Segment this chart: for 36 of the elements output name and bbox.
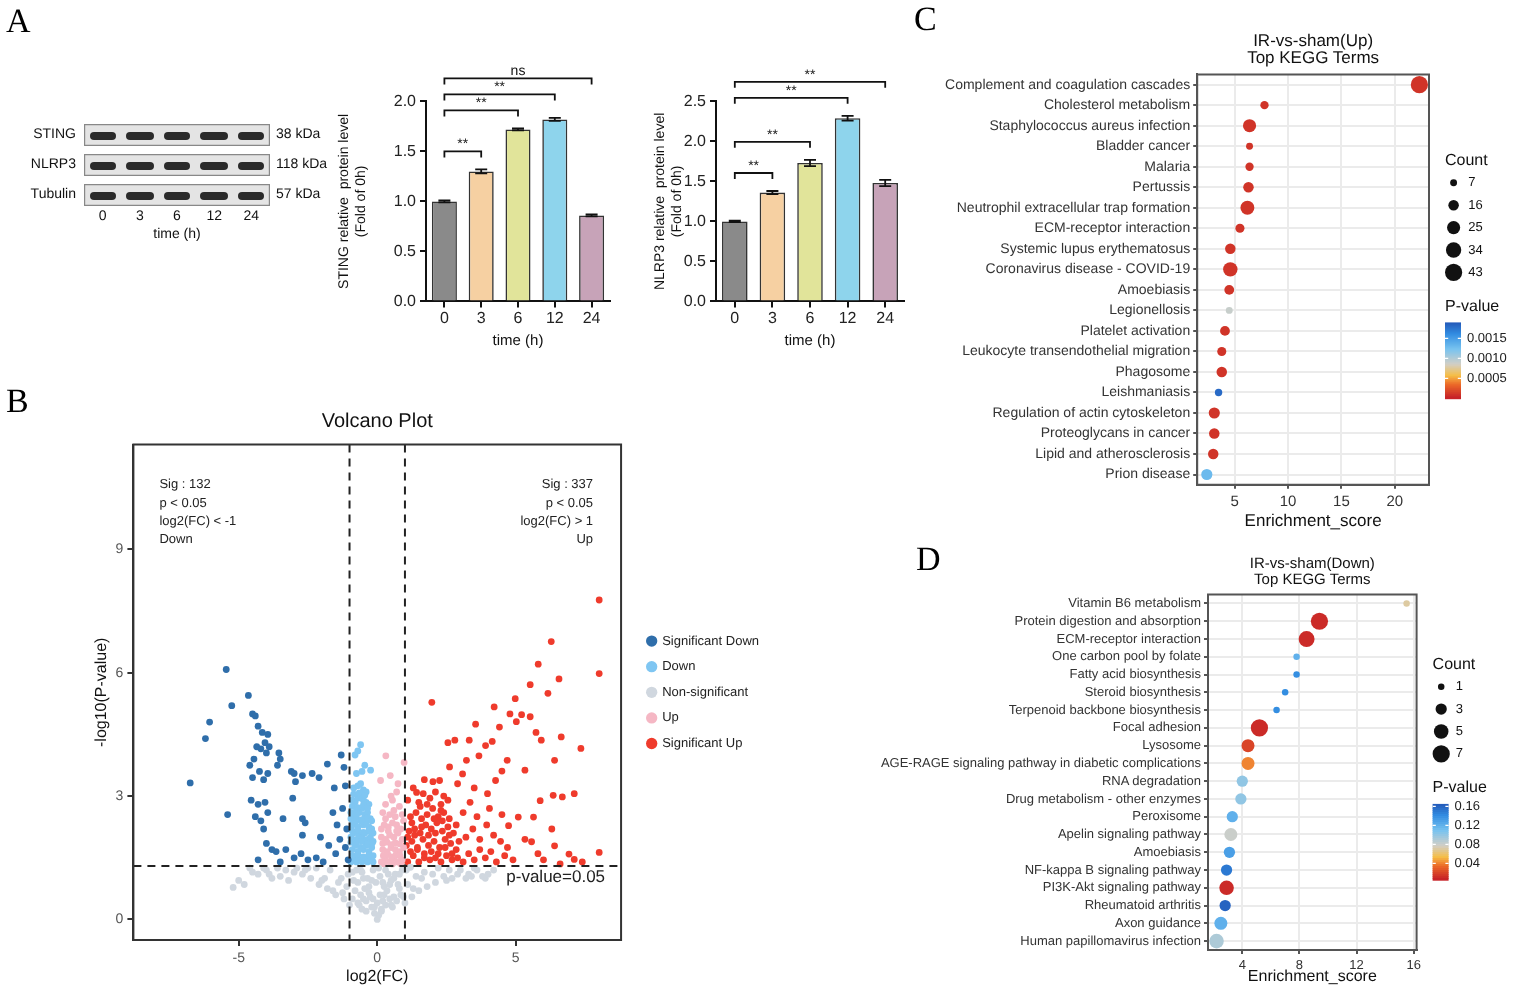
- chart-title: Volcano Plot: [321, 410, 434, 433]
- x-tick-label: 24: [876, 309, 896, 328]
- x-tick-label: 3: [767, 309, 778, 328]
- x-axis-title: Enrichment_score: [1247, 966, 1378, 985]
- text: C: [914, 0, 937, 38]
- text: A: [6, 2, 31, 40]
- color-bar-title: P-value: [1445, 296, 1501, 315]
- x-tick-label: 3: [476, 309, 487, 328]
- x-tick-label: 6: [805, 309, 816, 328]
- color-bar-title: P-value: [1432, 778, 1488, 797]
- x-axis-title: log2(FC): [346, 966, 410, 985]
- chart-title: IR-vs-sham(Up) Top KEGG Terms: [1247, 29, 1380, 68]
- text: B: [6, 382, 29, 420]
- x-tick-label: 6: [513, 309, 524, 328]
- y-tick-label: 1.0: [683, 211, 708, 230]
- y-axis-title: -log10(P-value): [92, 636, 111, 747]
- y-tick-label: 1.5: [393, 141, 418, 160]
- y-tick-label: 1.0: [393, 191, 418, 210]
- legend-title: Count: [1445, 151, 1490, 170]
- x-tick-label: 0: [730, 309, 741, 328]
- x-tick-label: 12: [545, 309, 565, 328]
- y-tick-label: 0.5: [683, 251, 708, 270]
- y-tick-label: 0.0: [683, 291, 708, 310]
- x-axis-title: Enrichment_score: [1244, 510, 1383, 531]
- y-tick-label: 2.5: [683, 91, 708, 110]
- text: D: [916, 540, 941, 578]
- x-tick-label: 0: [439, 309, 450, 328]
- y-tick-label: 2.0: [393, 91, 418, 110]
- y-tick-label: 0.0: [393, 291, 418, 310]
- x-tick-label: 12: [838, 309, 858, 328]
- annotation: p-value=0.05: [506, 866, 606, 887]
- y-tick-label: 1.5: [683, 171, 708, 190]
- y-tick-label: 0.5: [393, 241, 418, 260]
- x-tick-label: 24: [582, 309, 602, 328]
- y-tick-label: 2.0: [683, 131, 708, 150]
- legend-title: Count: [1432, 655, 1477, 674]
